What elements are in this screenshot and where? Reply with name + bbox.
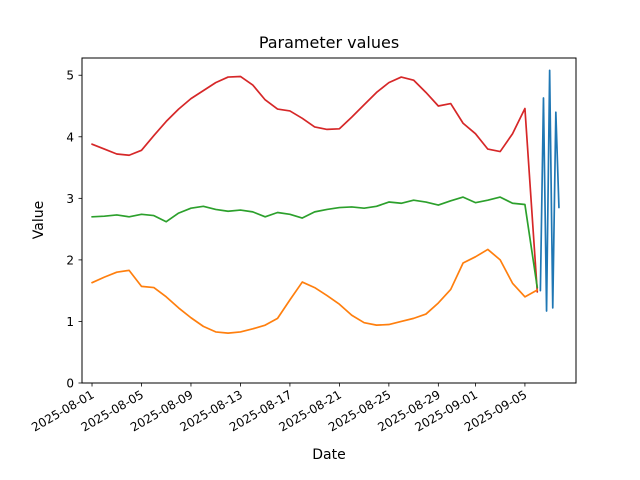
axes-spines: [81, 57, 577, 384]
y-tick-label: 2: [66, 253, 74, 267]
red-series: [91, 75, 539, 293]
orange-series: [91, 248, 539, 334]
y-axis-label: Value: [31, 200, 47, 240]
x-axis-label: Date: [312, 447, 346, 463]
y-tick-label: 0: [66, 377, 74, 391]
y-tick-label: 1: [66, 315, 74, 329]
blue-series: [539, 69, 560, 312]
chart-title: Parameter values: [258, 33, 400, 52]
y-tick-label: 5: [66, 69, 74, 83]
y-tick-label: 3: [66, 192, 74, 206]
y-tick-label: 4: [66, 130, 74, 144]
green-series: [91, 196, 539, 289]
